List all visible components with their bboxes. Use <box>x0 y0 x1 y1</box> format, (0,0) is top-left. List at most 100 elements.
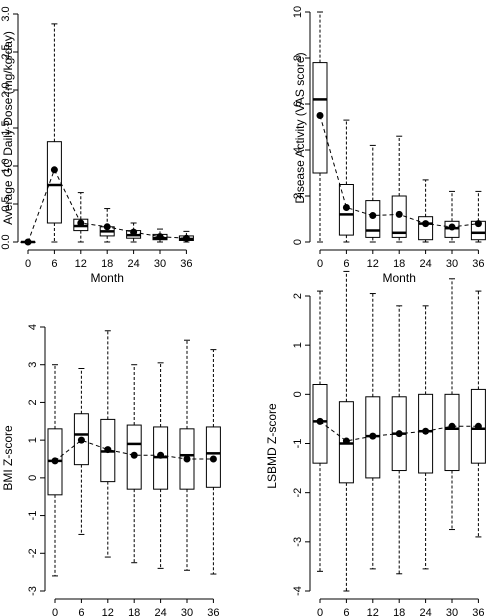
x-tick-label: 6 <box>343 607 349 616</box>
box-plot <box>365 293 381 570</box>
box-plot <box>73 192 89 243</box>
y-tick-label: 1.0 <box>0 158 12 173</box>
box-plot <box>153 362 169 569</box>
y-tick-label: 0.0 <box>0 234 12 249</box>
x-tick-label: 36 <box>472 258 484 270</box>
mean-point <box>422 427 430 435</box>
x-axis-title: Month <box>383 271 416 285</box>
y-tick-label: -3 <box>292 537 304 547</box>
mean-point <box>24 238 32 246</box>
x-tick-label: 12 <box>367 258 379 270</box>
x-tick-label: 24 <box>419 607 431 616</box>
x-tick-label: 36 <box>207 607 219 616</box>
mean-point <box>103 223 111 231</box>
x-tick-label: 12 <box>102 607 114 616</box>
mean-point <box>474 422 482 430</box>
mean-point <box>182 234 190 242</box>
mean-point <box>395 430 403 438</box>
mean-point <box>316 112 324 119</box>
mean-point <box>51 457 59 465</box>
x-tick-label: 0 <box>317 258 323 270</box>
box-plot <box>470 290 486 538</box>
mean-point <box>130 228 138 236</box>
x-tick-label: 30 <box>446 258 458 270</box>
y-tick-label: 4 <box>27 324 39 330</box>
y-tick-label: 0 <box>292 391 304 397</box>
y-tick-label: -1 <box>292 439 304 449</box>
y-tick-label: 8 <box>292 55 304 61</box>
box-plot <box>312 290 328 572</box>
chart-panel-1: 0.0 0.5 1.0 1.5 2.0 2.5 3.0 0 6 12 18 24 30 36 Month Av… <box>0 6 194 285</box>
box-plot <box>391 135 407 243</box>
x-tick-label: 12 <box>75 258 87 270</box>
y-tick-label: 3.0 <box>0 6 12 21</box>
mean-point <box>395 210 403 218</box>
box-plot <box>470 190 486 243</box>
x-axis-title: Month <box>91 271 124 285</box>
mean-point <box>448 422 456 430</box>
y-tick-label: -2 <box>292 488 304 498</box>
x-tick-label: 24 <box>154 607 166 616</box>
mean-point <box>183 455 191 463</box>
mean-point <box>474 220 482 228</box>
x-tick-label: 0 <box>317 607 323 616</box>
box-plot <box>444 190 460 243</box>
y-axis-title: LSBMD Z-score <box>265 403 279 489</box>
box-plot <box>338 119 354 243</box>
x-tick-label: 6 <box>78 607 84 616</box>
mean-point <box>422 220 430 228</box>
mean-point <box>209 455 217 463</box>
x-tick-label: 18 <box>101 258 113 270</box>
box-plot <box>312 11 328 243</box>
box-plot <box>179 339 195 571</box>
y-axis-title: BMI Z-score <box>1 425 15 491</box>
x-tick-label: 36 <box>472 607 484 616</box>
mean-point <box>369 432 377 440</box>
x-tick-label: 0 <box>25 258 31 270</box>
y-tick-label: 10 <box>292 6 304 18</box>
box-plot <box>46 23 62 243</box>
box-plot <box>418 305 434 570</box>
y-tick-label: -1 <box>27 511 39 521</box>
mean-point <box>77 436 85 444</box>
y-tick-label: 0 <box>292 239 304 245</box>
x-tick-label: 0 <box>52 607 58 616</box>
x-tick-label: 18 <box>393 258 405 270</box>
y-tick-label: -2 <box>27 548 39 558</box>
y-tick-label: 4 <box>292 147 304 153</box>
chart-panel-3: -3-2-101234061218243036MonthBMI Z-score <box>1 324 221 616</box>
x-tick-label: 12 <box>367 607 379 616</box>
box-plot <box>100 330 116 558</box>
mean-point <box>448 223 456 231</box>
box-plot <box>338 270 354 592</box>
y-tick-label: 1.5 <box>0 120 12 135</box>
box-plot <box>126 364 142 564</box>
mean-point <box>316 417 324 425</box>
x-tick-label: 6 <box>343 258 349 270</box>
box-plot <box>444 278 460 531</box>
y-tick-label: 2 <box>292 293 304 299</box>
box-plot <box>418 179 434 243</box>
x-tick-label: 18 <box>393 607 405 616</box>
mean-point <box>369 212 377 220</box>
mean-point <box>50 166 58 174</box>
y-tick-label: 2.5 <box>0 44 12 59</box>
y-axis-title: Disease Activity (VAS score) <box>293 52 307 203</box>
box-plot <box>391 305 407 575</box>
x-tick-label: 30 <box>154 258 166 270</box>
mean-point <box>104 446 112 454</box>
y-tick-label: 1 <box>27 437 39 443</box>
x-tick-label: 24 <box>127 258 139 270</box>
box-iqr <box>444 393 460 472</box>
box-plot <box>47 364 63 577</box>
y-axis-title: Average GC Daily Dose (mg/kg/day) <box>1 31 15 225</box>
y-tick-label: 2 <box>292 193 304 199</box>
box-iqr <box>46 141 62 224</box>
x-tick-label: 24 <box>419 258 431 270</box>
mean-point <box>157 451 165 459</box>
mean-point <box>156 233 164 241</box>
y-tick-label: -3 <box>27 586 39 596</box>
y-tick-label: 0 <box>27 475 39 481</box>
x-tick-label: 30 <box>446 607 458 616</box>
